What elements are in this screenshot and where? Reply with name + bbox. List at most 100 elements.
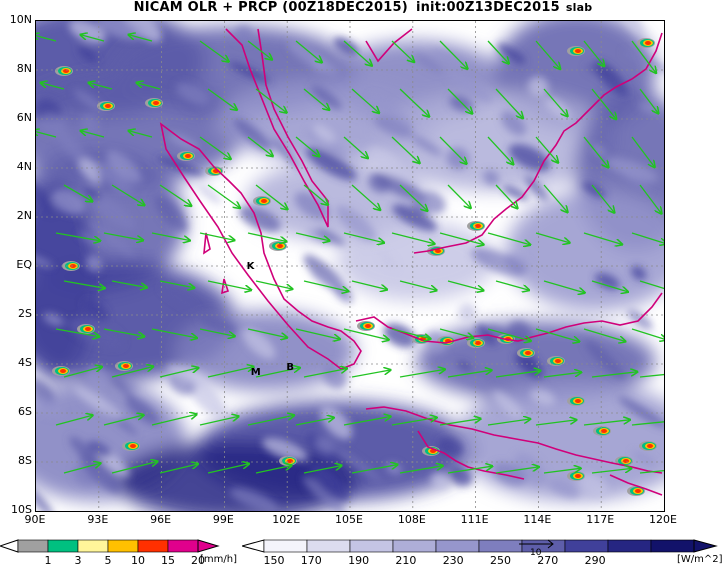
wind-arrow [295, 136, 319, 156]
wind-arrow [199, 416, 238, 426]
precip-legend [0, 538, 240, 553]
lat-label: 8S [18, 454, 32, 467]
wind-arrow [151, 232, 190, 241]
place-label: M [250, 366, 261, 378]
wind-arrow [255, 88, 286, 113]
wind-arrow [399, 466, 443, 474]
lon-label: 114E [523, 513, 552, 526]
olr-legend-label: 150 [263, 554, 285, 567]
wind-arrow [129, 35, 153, 42]
wind-arrow [207, 184, 240, 208]
precip-legend-label: 3 [74, 554, 82, 567]
wind-arrow [391, 418, 437, 426]
wind-arrow [295, 40, 322, 62]
wind-arrow [439, 40, 467, 69]
wind-arrow [351, 88, 379, 113]
wind-arrow [543, 184, 567, 212]
wind-arrow [591, 184, 614, 213]
precip-legend-label: 20 [191, 554, 205, 567]
coast-borneo-south [355, 292, 663, 344]
wind-arrow [439, 328, 473, 338]
precip-legend-swatch [17, 539, 49, 553]
reference-vector [519, 539, 554, 549]
wind-arrow [151, 328, 197, 338]
wind-arrow [111, 462, 157, 474]
wind-arrow [447, 280, 483, 290]
wind-arrow [295, 418, 334, 426]
lon-label: 90E [24, 513, 46, 526]
wind-arrow [399, 88, 429, 117]
wind-vectors [36, 35, 664, 474]
wind-arrow [391, 136, 419, 163]
wind-arrow [439, 136, 466, 164]
wind-arrow [399, 369, 445, 378]
wind-arrow [255, 466, 291, 474]
wind-arrow [543, 468, 581, 474]
wind-arrow [159, 280, 194, 288]
coast-java [365, 406, 663, 480]
wind-arrow [55, 232, 100, 241]
wind-arrow [583, 136, 608, 167]
olr-legend-unit: [W/m^2] [677, 554, 723, 565]
precip-legend-label: 15 [161, 554, 175, 567]
precip-legend-label: 1 [44, 554, 52, 567]
wind-arrow [631, 328, 664, 340]
wind-arrow [295, 232, 329, 241]
olr-legend-label: 210 [395, 554, 417, 567]
lon-label: 111E [460, 513, 489, 526]
olr-legend-label: 190 [348, 554, 370, 567]
wind-arrow [583, 232, 622, 244]
wind-arrow [447, 370, 491, 378]
olr-legend-swatch [435, 539, 480, 553]
wind-arrow [63, 463, 100, 474]
place-label: K [246, 261, 255, 273]
lat-label: 6S [18, 405, 32, 418]
wind-arrow [351, 280, 387, 290]
wind-arrow [535, 136, 558, 162]
wind-arrow [535, 232, 569, 243]
title-tag: slab [565, 1, 593, 14]
wind-arrow [199, 232, 234, 240]
precip-legend-bar [0, 539, 220, 553]
olr-legend-swatch [650, 539, 695, 553]
wind-arrow [55, 415, 92, 426]
olr-legend-swatch [349, 539, 394, 553]
wind-arrow [639, 184, 661, 213]
precip-legend-swatch [167, 539, 199, 553]
wind-arrow [391, 232, 434, 244]
wind-arrow [159, 184, 191, 206]
olr-legend-swatch [263, 539, 308, 553]
reference-vector-label: 10 [530, 548, 542, 558]
place-label: B [286, 361, 294, 373]
olr-legend-bar [240, 539, 718, 553]
wind-arrow [55, 328, 99, 337]
wind-arrow [303, 184, 328, 205]
wind-arrow [495, 371, 540, 378]
wind-arrow [535, 40, 560, 69]
wind-arrow [639, 280, 664, 290]
wind-arrow [199, 40, 229, 62]
wind-arrow [103, 232, 143, 240]
wind-arrow [487, 232, 530, 245]
olr-legend-label: 290 [584, 554, 606, 567]
wind-arrow [487, 40, 509, 63]
wind-arrow [583, 328, 625, 341]
lat-label: 6N [16, 111, 32, 124]
lat-label: 4N [16, 160, 32, 173]
wind-arrow [36, 35, 57, 42]
wind-arrow [111, 280, 147, 288]
wind-arrow [303, 369, 347, 378]
wind-arrow [495, 184, 517, 208]
wind-arrow [535, 420, 576, 426]
wind-arrow [63, 280, 105, 288]
lon-label: 96E [150, 513, 172, 526]
wind-arrow [543, 372, 581, 378]
wind-arrow [487, 136, 513, 164]
wind-arrow [303, 466, 341, 474]
lat-label: 10N [9, 13, 32, 26]
wind-arrow [447, 88, 472, 113]
precip-legend-swatch [77, 539, 109, 553]
precip-legend-swatch [107, 539, 139, 553]
wind-arrow [63, 367, 102, 378]
wind-arrow [255, 184, 287, 209]
